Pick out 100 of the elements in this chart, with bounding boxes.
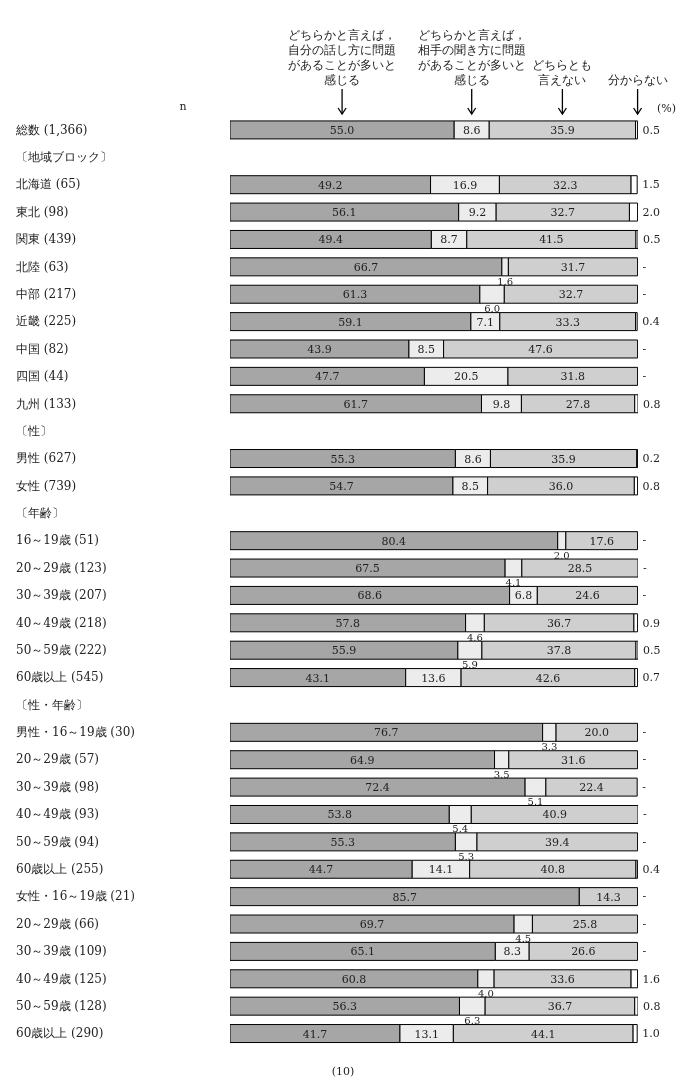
data-label: 44.7 (308, 863, 334, 877)
data-label: 1.0 (642, 1027, 660, 1041)
y-tick-label: 〔年齢〕 (16, 506, 64, 521)
data-label: 6.3 (464, 1015, 481, 1027)
data-label: 4.5 (515, 933, 532, 945)
data-label: 56.3 (332, 1000, 357, 1014)
data-label: 47.7 (314, 370, 340, 384)
data-label: 85.7 (392, 890, 417, 904)
data-label: 28.5 (567, 562, 593, 576)
data-label: 0.4 (642, 315, 660, 329)
y-tick-label: 40～49歳 (125) (16, 971, 107, 986)
data-label: 55.3 (330, 452, 355, 466)
data-label: 31.6 (560, 753, 586, 767)
data-label: 22.4 (579, 781, 604, 795)
data-label: 1.6 (497, 275, 514, 287)
data-label: 8.5 (417, 342, 436, 356)
data-label: 0.5 (642, 123, 661, 137)
data-label: 68.6 (357, 589, 383, 603)
y-tick-label: 関東 (439) (16, 232, 77, 247)
y-tick-label: 40～49歳 (93) (16, 807, 99, 822)
y-tick-label: 30～39歳 (207) (16, 588, 107, 603)
data-label: 8.6 (464, 452, 482, 466)
text: どちらとも言えない (532, 58, 593, 87)
data-label: 72.4 (365, 781, 390, 795)
data-label: - (642, 753, 647, 767)
y-tick-label: 男性 (627) (16, 451, 77, 466)
data-label: 17.6 (589, 534, 614, 548)
data-label: 20.5 (453, 370, 479, 384)
data-label: 9.8 (492, 397, 511, 411)
data-label: 61.3 (342, 288, 368, 302)
data-label: 9.2 (468, 206, 487, 220)
y-tick-label: 20～29歳 (57) (16, 752, 99, 767)
y-tick-label: 60歳以上 (255) (16, 862, 104, 877)
y-tick-label: 30～39歳 (109) (16, 944, 107, 959)
data-label: 14.1 (428, 863, 454, 877)
data-label: 60.8 (341, 972, 367, 986)
y-tick-label: 北海道 (65) (16, 177, 81, 192)
data-label: 5.9 (461, 659, 478, 671)
data-label: 67.5 (355, 562, 380, 576)
data-label: - (642, 370, 647, 384)
data-label: 16.9 (452, 178, 478, 192)
data-label: 7.1 (476, 315, 495, 329)
y-tick-label: 〔性・年齢〕 (16, 697, 88, 712)
data-label: 1.5 (642, 178, 660, 192)
y-tick-label: 中部 (217) (16, 286, 77, 301)
data-label: - (642, 917, 647, 931)
data-label: - (642, 726, 647, 740)
text: どちらかと言えば，自分の話し方に問題があることが多いと感じる (288, 28, 397, 87)
data-label: 0.4 (642, 863, 661, 877)
data-label: 32.3 (552, 178, 578, 192)
text: n (179, 100, 187, 113)
data-label: - (642, 534, 647, 548)
y-tick-label: 男性・16～19歳 (30) (16, 725, 135, 740)
y-tick-label: 四国 (44) (16, 369, 69, 384)
y-tick-label: 16～19歳 (51) (16, 533, 99, 548)
data-label: 54.7 (329, 479, 354, 493)
data-label: 24.6 (575, 589, 600, 603)
data-label: 26.6 (571, 945, 596, 959)
y-tick-label: 中国 (82) (16, 341, 69, 356)
data-label: 0.8 (642, 479, 661, 493)
data-label: 47.6 (528, 342, 553, 356)
data-label: 4.1 (505, 577, 522, 589)
data-label: 40.9 (542, 808, 567, 822)
data-label: 27.8 (565, 397, 591, 411)
data-label: 8.6 (462, 123, 481, 137)
y-tick-label: 60歳以上 (290) (16, 1026, 104, 1041)
data-label: 0.5 (643, 643, 661, 657)
data-label: 0.7 (642, 671, 661, 685)
data-label: 44.1 (530, 1027, 556, 1041)
data-label: 5.3 (458, 850, 475, 862)
y-tick-label: 20～29歳 (66) (16, 916, 99, 931)
data-label: 20.0 (584, 726, 610, 740)
data-label: 13.1 (414, 1027, 439, 1041)
y-tick-label: 〔地域ブロック〕 (16, 150, 112, 165)
data-label: 13.6 (421, 671, 446, 685)
data-label: 69.7 (359, 918, 385, 932)
data-label: - (642, 945, 647, 959)
data-label: 8.3 (503, 945, 522, 959)
data-label: 4.0 (478, 987, 494, 999)
data-label: 32.7 (550, 206, 576, 220)
data-label: 0.8 (643, 397, 661, 411)
data-label: - (643, 561, 647, 575)
data-label: 39.4 (545, 835, 570, 849)
data-label: 35.9 (551, 452, 576, 466)
y-tick-label: 北陸 (63) (16, 259, 69, 274)
data-label: 0.5 (643, 233, 661, 247)
data-label: 1.6 (642, 972, 661, 986)
data-label: 33.6 (550, 972, 575, 986)
y-tick-label: 女性 (739) (16, 478, 77, 493)
data-label: - (642, 287, 647, 301)
data-label: 59.1 (338, 315, 363, 329)
data-label: 55.9 (331, 644, 357, 658)
data-label: 33.3 (555, 315, 580, 329)
data-label: 37.8 (546, 644, 572, 658)
data-label: 43.9 (307, 342, 332, 356)
text: 分からない (607, 73, 668, 87)
data-label: 0.2 (642, 452, 661, 466)
data-label: 36.7 (546, 616, 572, 630)
data-label: 49.4 (318, 233, 343, 247)
data-label: 0.8 (643, 999, 661, 1013)
